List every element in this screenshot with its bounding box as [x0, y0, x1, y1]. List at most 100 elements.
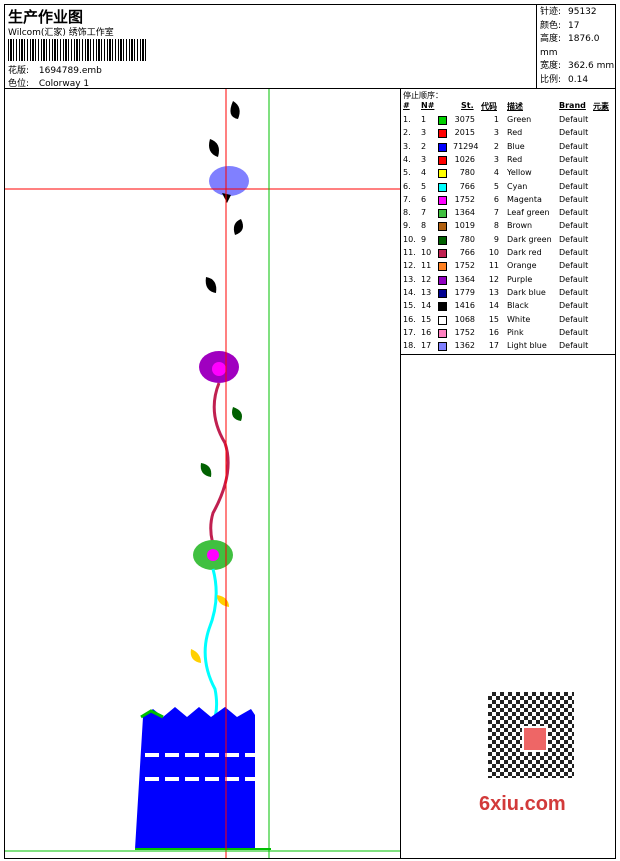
- leaf-shape: [209, 139, 219, 157]
- row-brand: Default: [559, 154, 589, 164]
- row-brand: Default: [559, 221, 589, 231]
- row-needle: 8: [421, 221, 427, 231]
- row-stitches: 766: [459, 248, 475, 257]
- row-code: 6: [493, 194, 499, 204]
- row-brand: Default: [559, 248, 589, 257]
- row-brand: Default: [559, 128, 589, 138]
- row-index: 5.: [403, 168, 411, 178]
- flower-center: [207, 549, 219, 561]
- table-row: 16. 15 1068 15 White Default: [401, 315, 615, 328]
- row-brand: Default: [559, 234, 589, 244]
- color-swatch: [438, 169, 447, 179]
- row-index: 11.: [403, 248, 416, 257]
- color-swatch: [438, 155, 447, 165]
- row-description: Black: [507, 301, 529, 311]
- row-index: 10.: [403, 234, 416, 244]
- col-header: 元素: [593, 102, 609, 111]
- row-needle: 2: [421, 141, 427, 151]
- col-header: N#: [421, 101, 435, 110]
- row-index: 4.: [403, 154, 411, 164]
- table-row: 9. 8 1019 8 Brown Default: [401, 221, 615, 234]
- row-code: 9: [493, 234, 499, 244]
- base-edge-green: [140, 709, 164, 719]
- table-row: 18. 17 1362 17 Light blue Default: [401, 341, 615, 354]
- row-description: Dark green: [507, 234, 552, 244]
- color-swatch: [438, 315, 447, 325]
- row-index: 16.: [403, 314, 416, 324]
- row-description: Pink: [507, 327, 524, 337]
- row-stitches: 766: [459, 181, 475, 191]
- color-swatch: [438, 116, 447, 125]
- base-gaps: [145, 753, 269, 781]
- row-index: 13.: [403, 274, 416, 284]
- table-row: 17. 16 1752 16 Pink Default: [401, 328, 615, 341]
- row-stitches: 1364: [454, 208, 475, 218]
- leaf-shape: [205, 277, 217, 293]
- studio-name: Wilcom(汇家) 绣饰工作室: [8, 28, 114, 38]
- row-needle: 7: [421, 208, 427, 218]
- color-swatch: [438, 262, 447, 272]
- watermark-brand: 6xiu.com: [479, 793, 566, 815]
- row-code: 10: [488, 248, 499, 257]
- row-stitches: 1416: [454, 301, 475, 311]
- row-index: 8.: [403, 208, 411, 218]
- row-code: 17: [488, 341, 499, 351]
- height-value: 1876.0 mm: [540, 34, 600, 58]
- row-description: Light blue: [507, 341, 547, 351]
- color-swatch: [438, 129, 447, 139]
- row-code: 15: [488, 314, 499, 324]
- row-description: Red: [507, 128, 523, 138]
- row-stitches: 1779: [454, 287, 475, 297]
- color-swatch: [438, 249, 447, 258]
- row-code: 4: [493, 168, 499, 178]
- row-index: 9.: [403, 221, 411, 231]
- color-swatch: [438, 302, 447, 312]
- table-title: 停止顺序：: [403, 91, 443, 100]
- row-needle: 13: [421, 287, 432, 297]
- worksheet-frame: 生产作业图 Wilcom(汇家) 绣饰工作室 花版: 1694789.emb 色…: [4, 4, 616, 859]
- row-stitches: 780: [459, 234, 475, 244]
- design-label: 花版:: [8, 66, 30, 76]
- row-brand: Default: [559, 341, 589, 351]
- row-stitches: 1752: [454, 194, 475, 204]
- row-code: 13: [488, 287, 499, 297]
- row-stitches: 2015: [454, 128, 475, 138]
- table-row: 5. 4 780 4 Yellow Default: [401, 168, 615, 181]
- watermark-logo: 6xiu.com: [471, 681, 589, 823]
- color-swatch: [438, 182, 447, 192]
- col-header: Brand: [559, 101, 586, 110]
- row-index: 18.: [403, 341, 416, 351]
- stitches-value: 95132: [568, 7, 597, 17]
- row-index: 3.: [403, 141, 411, 151]
- height-label: 高度:: [540, 34, 562, 44]
- barcode: [8, 39, 148, 61]
- row-stitches: 1752: [454, 261, 475, 271]
- design-value: 1694789.emb: [38, 66, 102, 76]
- color-swatch: [438, 235, 447, 245]
- row-stitches: 1362: [454, 341, 475, 351]
- table-row: 1. 1 3075 1 Green Default: [401, 115, 615, 128]
- row-code: 3: [493, 128, 499, 138]
- row-brand: Default: [559, 314, 589, 324]
- row-code: 8: [493, 221, 499, 231]
- table-row: 4. 3 1026 3 Red Default: [401, 155, 615, 168]
- row-needle: 6: [421, 194, 427, 204]
- row-needle: 16: [421, 327, 432, 337]
- leaf-yellow: [190, 649, 201, 663]
- embroidery-drawing: [5, 89, 400, 858]
- row-index: 6.: [403, 181, 411, 191]
- row-stitches: 1068: [454, 314, 475, 324]
- color-swatch: [438, 342, 447, 352]
- page-title: 生产作业图: [8, 8, 84, 26]
- row-index: 17.: [403, 327, 416, 337]
- row-needle: 14: [421, 301, 432, 311]
- leaf-shape: [233, 219, 243, 235]
- row-needle: 3: [421, 154, 427, 164]
- table-row: 8. 7 1364 7 Leaf green Default: [401, 208, 615, 221]
- row-needle: 3: [421, 128, 427, 138]
- row-index: 7.: [403, 194, 411, 204]
- row-index: 1.: [403, 115, 411, 124]
- row-brand: Default: [559, 208, 589, 218]
- row-code: 7: [493, 208, 499, 218]
- table-row: 15. 14 1416 14 Black Default: [401, 301, 615, 314]
